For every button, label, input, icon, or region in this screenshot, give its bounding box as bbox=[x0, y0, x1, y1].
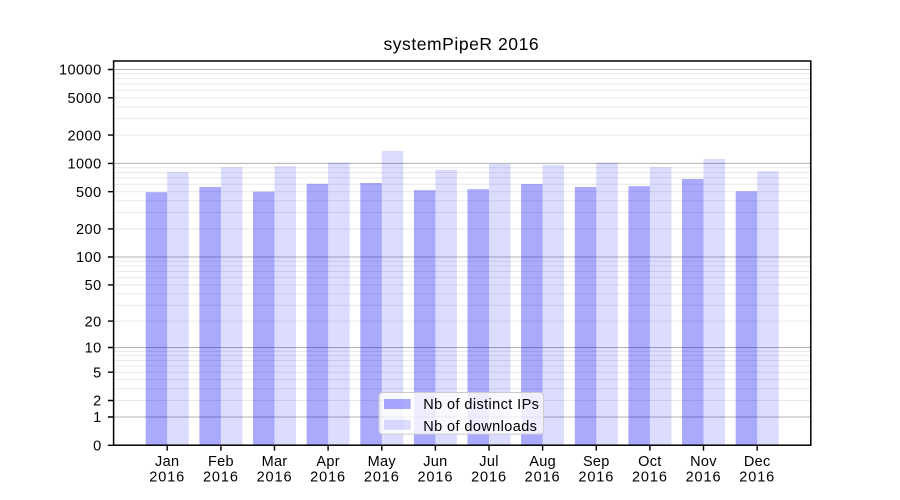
svg-text:Sep: Sep bbox=[583, 454, 610, 470]
svg-text:2016: 2016 bbox=[417, 470, 453, 486]
svg-text:Nov: Nov bbox=[690, 454, 717, 470]
svg-text:0: 0 bbox=[93, 439, 102, 455]
svg-text:10000: 10000 bbox=[59, 63, 102, 79]
svg-text:2016: 2016 bbox=[578, 470, 614, 486]
svg-text:200: 200 bbox=[76, 222, 102, 238]
svg-text:2016: 2016 bbox=[257, 470, 293, 486]
svg-text:500: 500 bbox=[76, 185, 102, 201]
svg-text:100: 100 bbox=[76, 250, 102, 266]
svg-text:Jul: Jul bbox=[479, 454, 498, 470]
svg-text:2016: 2016 bbox=[471, 470, 507, 486]
svg-text:2016: 2016 bbox=[632, 470, 668, 486]
svg-text:10: 10 bbox=[85, 341, 102, 357]
svg-text:2016: 2016 bbox=[686, 470, 722, 486]
svg-text:2000: 2000 bbox=[68, 128, 102, 144]
svg-text:Dec: Dec bbox=[744, 454, 771, 470]
svg-text:5000: 5000 bbox=[68, 91, 102, 107]
svg-text:Mar: Mar bbox=[262, 454, 288, 470]
svg-text:Apr: Apr bbox=[316, 454, 339, 470]
svg-text:1000: 1000 bbox=[68, 157, 102, 173]
svg-text:Jan: Jan bbox=[155, 454, 179, 470]
svg-text:2016: 2016 bbox=[739, 470, 775, 486]
svg-text:50: 50 bbox=[85, 278, 102, 294]
svg-text:2016: 2016 bbox=[364, 470, 400, 486]
svg-text:May: May bbox=[368, 454, 397, 470]
svg-text:1: 1 bbox=[93, 410, 102, 426]
svg-text:20: 20 bbox=[85, 314, 102, 330]
svg-text:systemPipeR 2016: systemPipeR 2016 bbox=[383, 34, 539, 54]
svg-text:Oct: Oct bbox=[638, 454, 661, 470]
svg-text:2016: 2016 bbox=[203, 470, 239, 486]
svg-text:2016: 2016 bbox=[149, 470, 185, 486]
svg-text:2016: 2016 bbox=[525, 470, 561, 486]
svg-text:Nb of distinct IPs: Nb of distinct IPs bbox=[423, 397, 539, 413]
svg-text:Nb of downloads: Nb of downloads bbox=[423, 419, 537, 435]
svg-text:2: 2 bbox=[93, 394, 102, 410]
svg-text:Jun: Jun bbox=[423, 454, 447, 470]
svg-text:5: 5 bbox=[93, 365, 102, 381]
svg-text:2016: 2016 bbox=[310, 470, 346, 486]
svg-text:Feb: Feb bbox=[208, 454, 234, 470]
svg-text:Aug: Aug bbox=[529, 454, 556, 470]
